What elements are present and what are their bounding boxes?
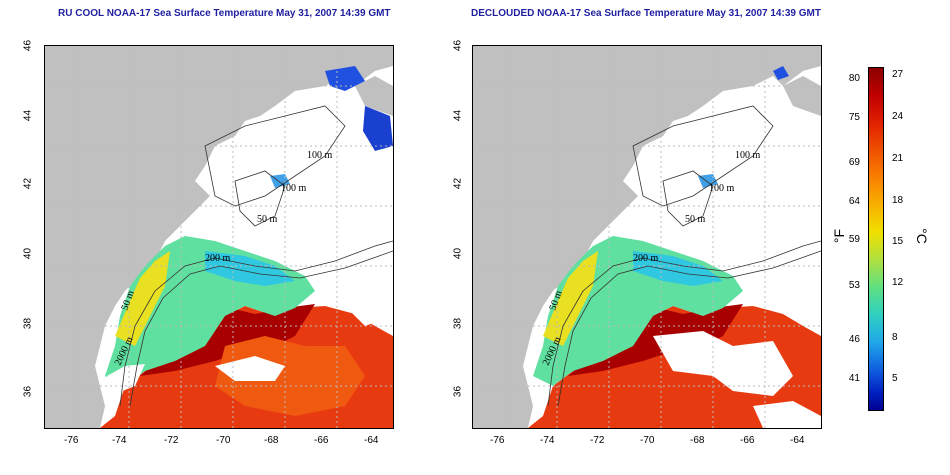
colorbar-f-46: 46 <box>848 334 860 345</box>
right-map-title: DECLOUDED NOAA-17 Sea Surface Temperatur… <box>471 8 821 19</box>
right-lat-40: 40 <box>452 247 464 260</box>
contour-label-100m-b: 100 m <box>709 183 735 194</box>
left-lon-74: -74 <box>112 435 127 446</box>
left-lon-72: -72 <box>164 435 179 446</box>
left-lat-44: 44 <box>22 109 34 122</box>
colorbar-f-41: 41 <box>848 373 860 384</box>
colorbar-c-27: 27 <box>892 69 904 80</box>
left-sst-map: 100 m 100 m 50 m 200 m 50 m 2000 m <box>44 45 394 429</box>
right-lon-70: -70 <box>640 435 655 446</box>
left-lon-66: -66 <box>314 435 329 446</box>
colorbar-c-15: 15 <box>892 236 904 247</box>
right-lon-72: -72 <box>590 435 605 446</box>
left-map-title: RU COOL NOAA-17 Sea Surface Temperature … <box>58 8 391 19</box>
left-lat-38: 38 <box>22 317 34 330</box>
left-lat-40: 40 <box>22 247 34 260</box>
contour-label-200m: 200 m <box>633 253 659 264</box>
colorbar-f-80: 80 <box>848 73 860 84</box>
left-map-graphic: 100 m 100 m 50 m 200 m 50 m 2000 m <box>45 46 393 428</box>
contour-label-100m-a: 100 m <box>735 150 761 161</box>
right-lat-36: 36 <box>452 385 464 398</box>
right-lon-64: -64 <box>790 435 805 446</box>
colorbar-c-5: 5 <box>892 373 898 384</box>
contour-label-100m-a: 100 m <box>307 150 333 161</box>
colorbar-c-24: 24 <box>892 111 904 122</box>
contour-label-50m-a: 50 m <box>685 214 706 225</box>
celsius-unit-label: °C <box>913 228 930 244</box>
right-lon-74: -74 <box>540 435 555 446</box>
left-lon-68: -68 <box>264 435 279 446</box>
right-map-graphic: 100 m 100 m 50 m 200 m 50 m 2000 m <box>473 46 821 428</box>
contour-label-100m-b: 100 m <box>281 183 307 194</box>
right-lon-66: -66 <box>740 435 755 446</box>
colorbar-f-53: 53 <box>848 280 860 291</box>
right-lat-44: 44 <box>452 109 464 122</box>
colorbar-f-69: 69 <box>848 157 860 168</box>
right-lon-76: -76 <box>490 435 505 446</box>
left-lat-42: 42 <box>22 177 34 190</box>
left-lon-70: -70 <box>216 435 231 446</box>
right-lat-38: 38 <box>452 317 464 330</box>
colorbar-c-18: 18 <box>892 195 904 206</box>
left-lat-36: 36 <box>22 385 34 398</box>
colorbar-f-64: 64 <box>848 196 860 207</box>
left-lat-46: 46 <box>22 39 34 52</box>
right-lat-42: 42 <box>452 177 464 190</box>
right-lat-46: 46 <box>452 39 464 52</box>
colorbar-c-21: 21 <box>892 153 904 164</box>
right-sst-map: 100 m 100 m 50 m 200 m 50 m 2000 m <box>472 45 822 429</box>
colorbar-c-8: 8 <box>892 332 898 343</box>
colorbar-c-12: 12 <box>892 277 904 288</box>
colorbar-f-59: 59 <box>848 234 860 245</box>
left-lon-64: -64 <box>364 435 379 446</box>
right-lon-68: -68 <box>690 435 705 446</box>
temperature-colorbar <box>868 67 884 411</box>
contour-label-50m-a: 50 m <box>257 214 278 225</box>
left-lon-76: -76 <box>64 435 79 446</box>
contour-label-200m: 200 m <box>205 253 231 264</box>
colorbar-f-75: 75 <box>848 112 860 123</box>
